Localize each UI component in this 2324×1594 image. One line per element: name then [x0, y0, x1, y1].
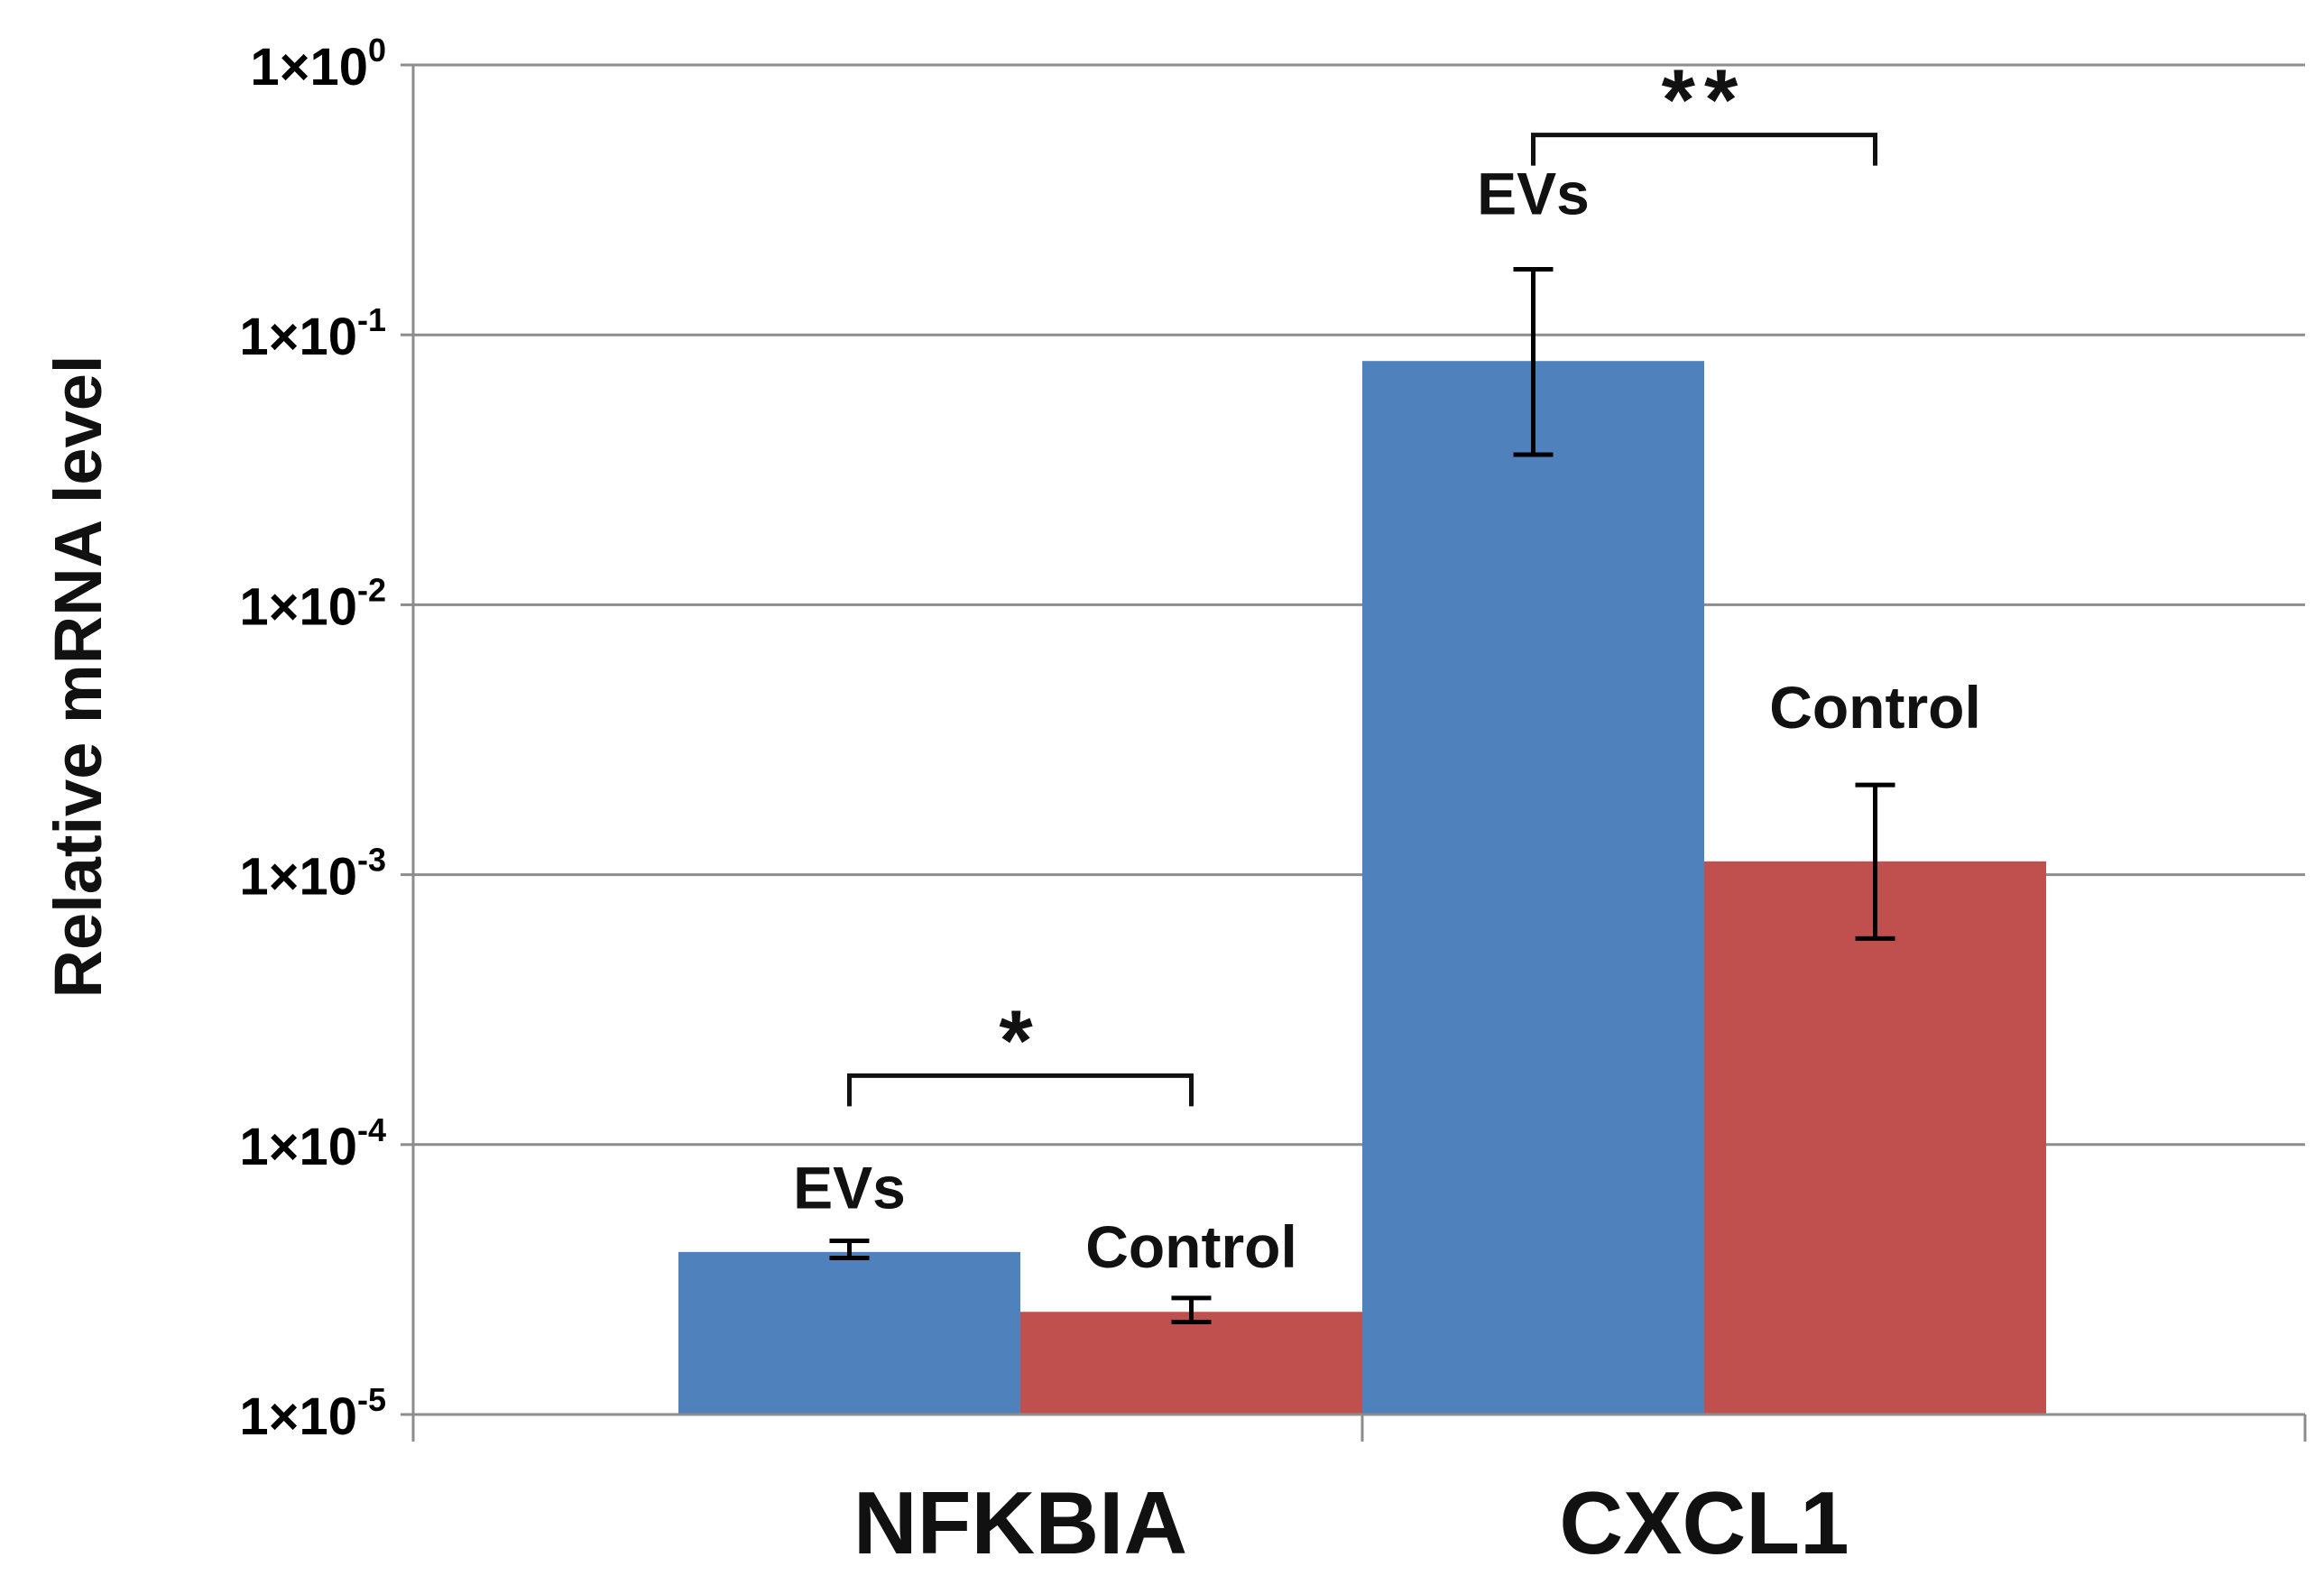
significance-bracket — [847, 1073, 1194, 1107]
significance-markers: *** — [847, 52, 1877, 1107]
bar-evs-cxcl1 — [1362, 361, 1704, 1415]
error-bars — [829, 266, 1895, 1325]
category-label-nfkbia: NFKBIA — [853, 1473, 1187, 1572]
y-tick-label: 1×100 — [250, 32, 386, 97]
bar-labels: EVs Control EVs Control — [793, 160, 1981, 1280]
significance-stars: ** — [1662, 52, 1748, 149]
category-labels: NFKBIA CXCL1 — [853, 1473, 1849, 1572]
bar-control-nfkbia — [1020, 1312, 1362, 1414]
significance-stars: * — [999, 992, 1041, 1089]
y-tick-label: 1×10-5 — [239, 1381, 386, 1446]
bar-control-cxcl1 — [1704, 861, 2046, 1414]
bar-evs-nfkbia — [678, 1251, 1020, 1414]
category-label-cxcl1: CXCL1 — [1559, 1473, 1849, 1572]
axes — [401, 63, 2307, 1442]
y-tick-label: 1×10-3 — [239, 842, 386, 907]
bars — [678, 361, 2046, 1415]
bar-annotation-label: Control — [1085, 1213, 1297, 1280]
y-tick-label: 1×10-2 — [239, 571, 386, 636]
significance-bracket — [1531, 133, 1877, 166]
bar-annotation-label: Control — [1769, 674, 1981, 741]
y-tick-label: 1×10-1 — [239, 301, 386, 366]
y-axis-title: Relative mRNA level — [41, 355, 115, 999]
bar-annotation-label: EVs — [1477, 160, 1590, 226]
bar-annotation-label: EVs — [793, 1155, 906, 1221]
y-tick-label: 1×10-4 — [239, 1111, 386, 1176]
y-tick-labels: 1×10-5 1×10-4 1×10-3 1×10-2 1×10-1 1×100 — [239, 32, 386, 1446]
